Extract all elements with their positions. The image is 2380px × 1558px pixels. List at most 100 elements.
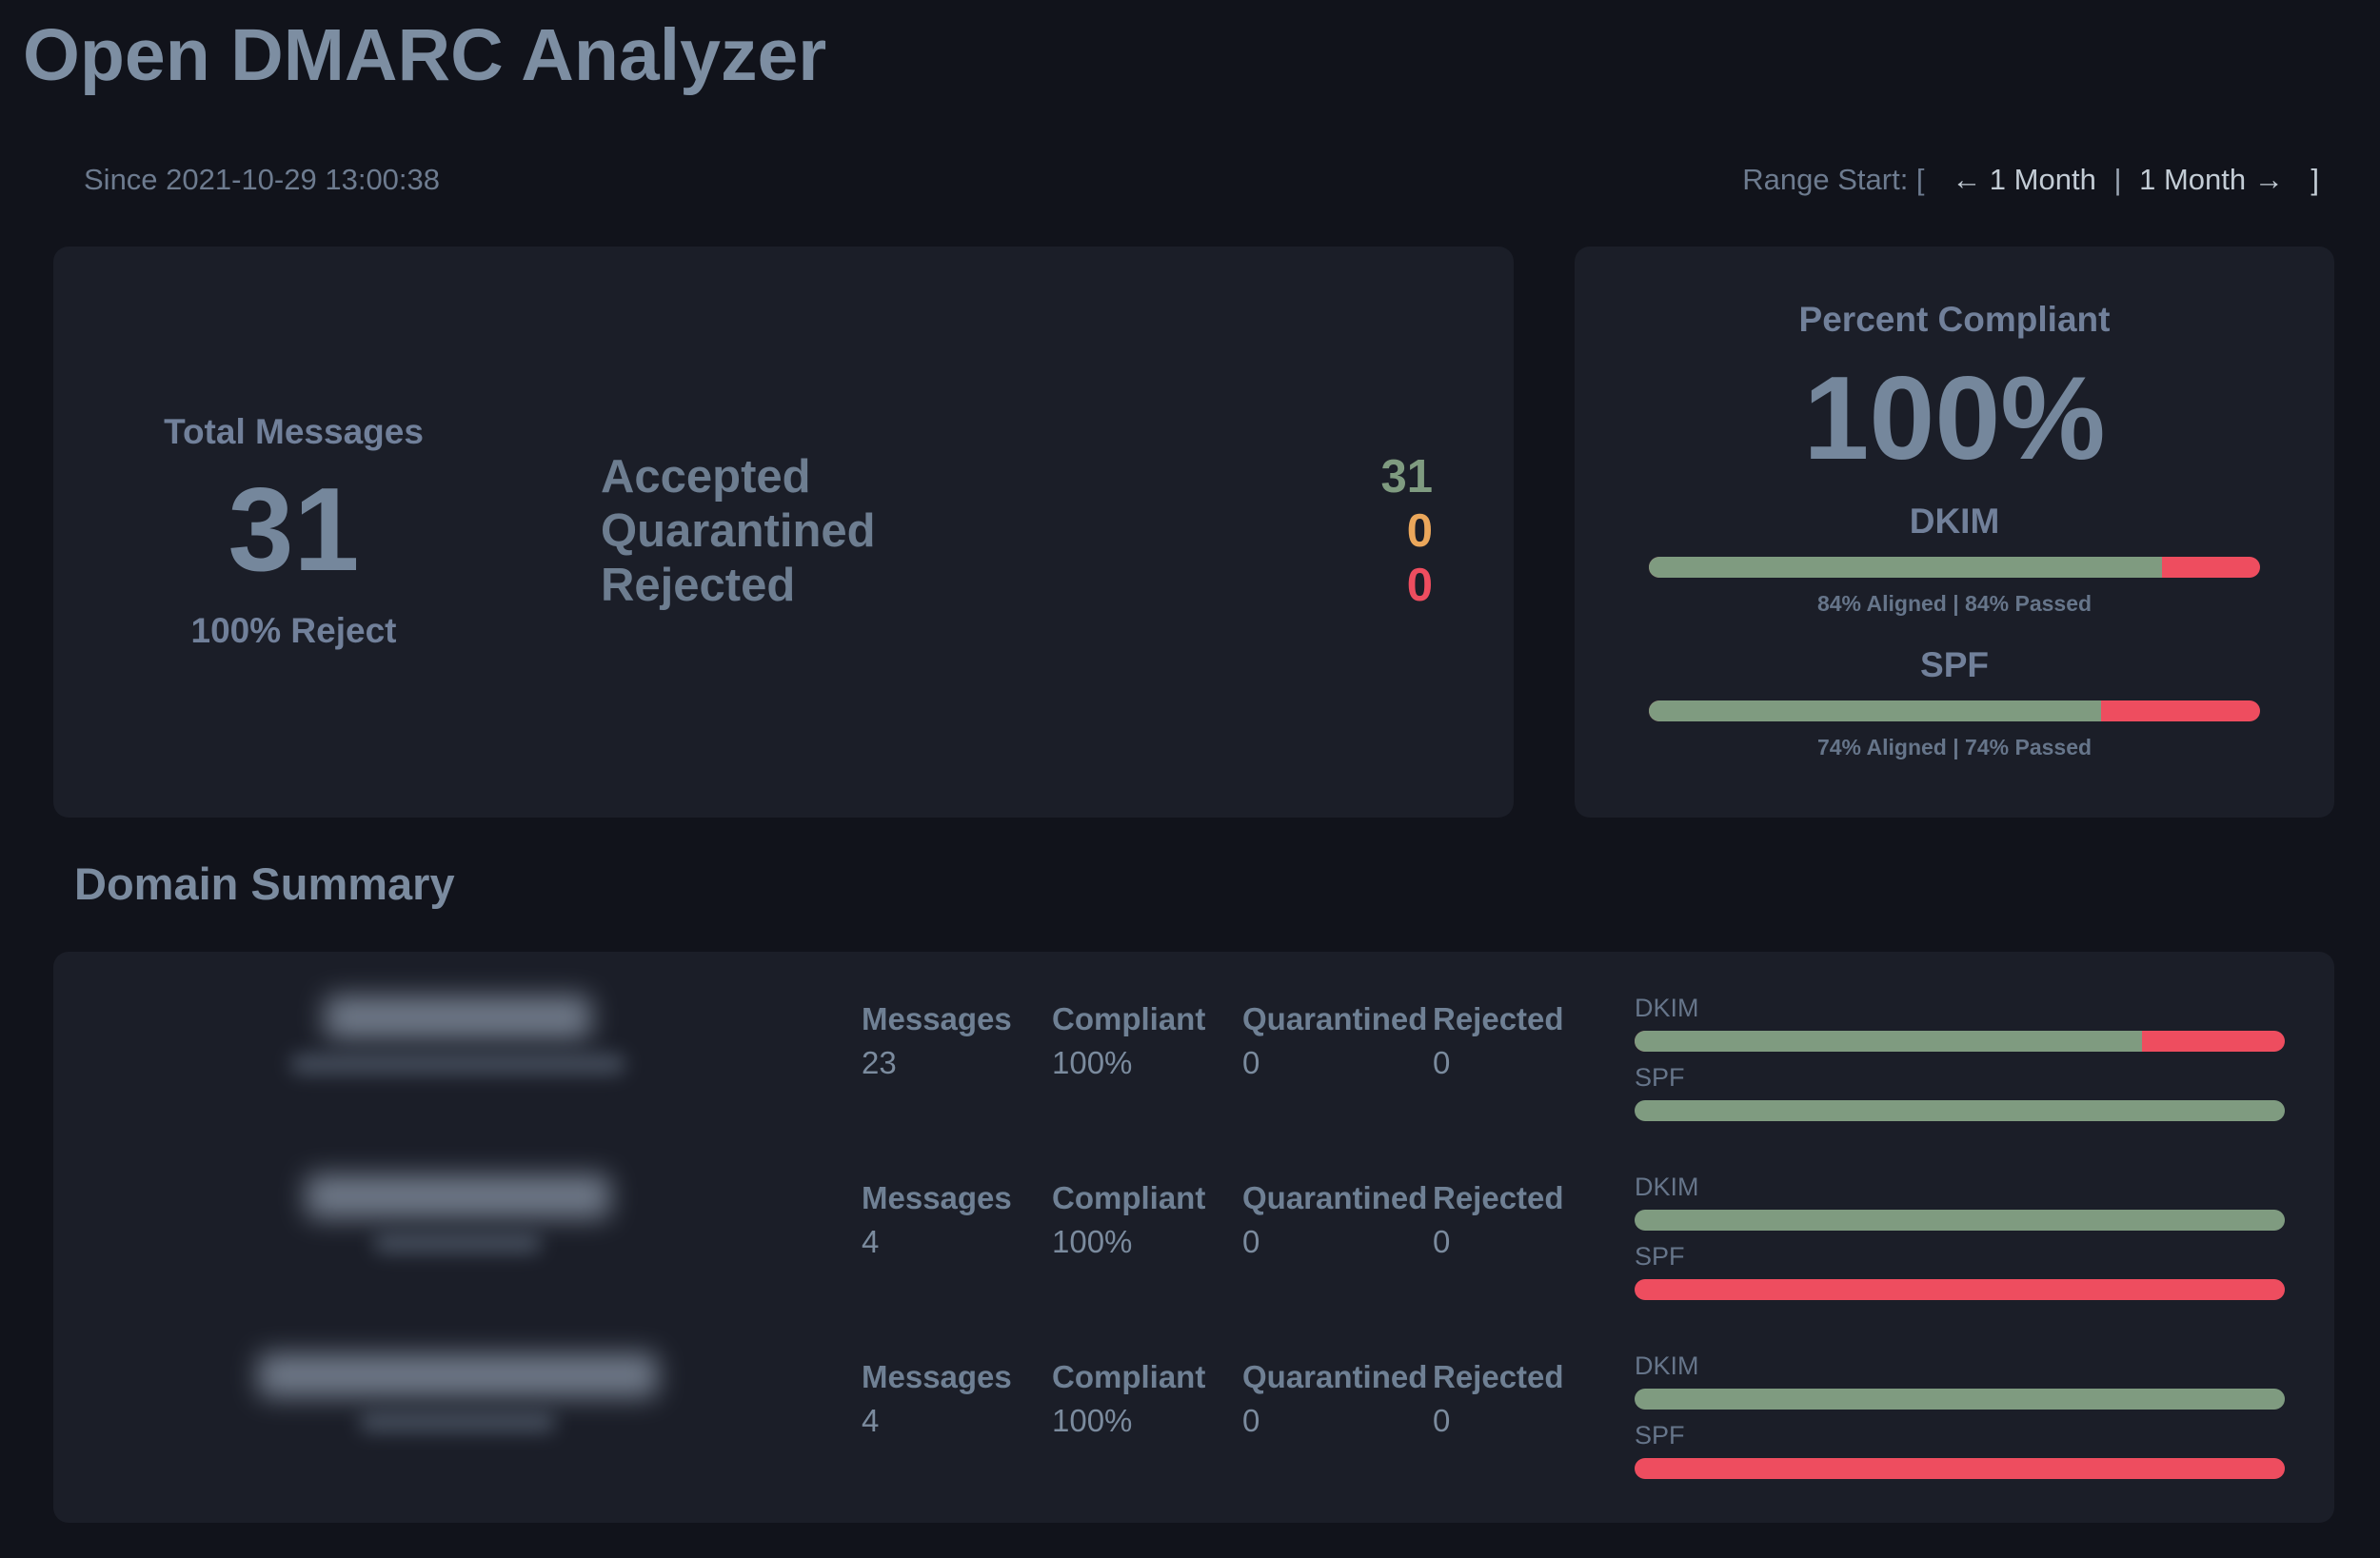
quarantined-value: 0 [1406, 505, 1433, 558]
domain-row: Messages 23 Compliant 100% Quarantined 0… [53, 969, 2285, 1148]
spf-meter-label: SPF [1920, 645, 1989, 685]
domain-bars: DKIM SPF [1635, 1351, 2285, 1490]
stat-value-rejected: 0 [1433, 1402, 1451, 1438]
total-messages-block: Total Messages 31 100% Reject [53, 412, 534, 651]
range-start-controls: Range Start: [ ← 1 Month | 1 Month → ] [1742, 163, 2319, 197]
domain-spf-fill [1635, 1099, 2285, 1121]
stat-header-messages: Messages [862, 1358, 1012, 1394]
stat-rejected: Rejected 0 [1433, 1173, 1623, 1260]
stat-value-messages: 4 [862, 1402, 880, 1438]
percent-compliant-value: 100% [1803, 352, 2106, 484]
since-timestamp: Since 2021-10-29 13:00:38 [84, 162, 441, 196]
stat-header-rejected: Rejected [1433, 1000, 1564, 1036]
top-cards-row: Total Messages 31 100% Reject Accepted 3… [53, 246, 2334, 818]
stat-value-messages: 23 [862, 1044, 897, 1080]
stat-header-messages: Messages [862, 1179, 1012, 1215]
domain-subtitle-redacted [290, 1054, 625, 1074]
domain-dkim-fill [1635, 1209, 2285, 1231]
domain-spf-label: SPF [1635, 1241, 1685, 1271]
domain-dkim-bar [1635, 1388, 2285, 1410]
stat-quarantined: Quarantined 0 [1242, 1351, 1433, 1439]
stat-header-quarantined: Quarantined [1242, 1358, 1428, 1394]
stat-header-quarantined: Quarantined [1242, 1000, 1428, 1036]
spf-meter-caption: 74% Aligned | 74% Passed [1816, 735, 2092, 760]
domain-subtitle-redacted [374, 1233, 541, 1252]
dkim-meter-label: DKIM [1909, 502, 2000, 542]
dkim-meter-fill [1649, 557, 2163, 579]
stat-header-messages: Messages [862, 1000, 1012, 1036]
domain-bars: DKIM SPF [1635, 994, 2285, 1133]
spf-meter-fill [1649, 700, 2102, 722]
stat-header-rejected: Rejected [1433, 1179, 1564, 1215]
domain-subtitle-redacted [360, 1411, 555, 1431]
stat-header-compliant: Compliant [1052, 1000, 1206, 1036]
stat-messages: Messages 23 [862, 994, 1052, 1081]
domain-dkim-fill [1635, 1030, 2142, 1052]
stat-value-rejected: 0 [1433, 1044, 1451, 1080]
domain-bars: DKIM SPF [1635, 1173, 2285, 1311]
stat-quarantined: Quarantined 0 [1242, 1173, 1433, 1260]
percent-compliant-card: Percent Compliant 100% DKIM 84% Aligned … [1575, 246, 2334, 818]
domain-name-redacted[interactable] [305, 1173, 610, 1218]
verdict-list: Accepted 31 Quarantined 0 Rejected 0 [534, 450, 1514, 613]
range-start-label: Range Start: [ [1742, 162, 1925, 196]
domain-spf-label: SPF [1635, 1420, 1685, 1450]
stat-compliant: Compliant 100% [1052, 1351, 1242, 1439]
stat-value-quarantined: 0 [1242, 1402, 1260, 1438]
subheader: Since 2021-10-29 13:00:38 Range Start: [… [84, 163, 2319, 197]
verdict-row-accepted: Accepted 31 [601, 450, 1433, 504]
domain-dkim-bar [1635, 1030, 2285, 1052]
message-overview-card: Total Messages 31 100% Reject Accepted 3… [53, 246, 1514, 818]
domain-spf-bar [1635, 1278, 2285, 1300]
domain-name-block [53, 1351, 862, 1431]
stat-header-compliant: Compliant [1052, 1179, 1206, 1215]
accepted-value: 31 [1380, 451, 1433, 503]
domain-dkim-label: DKIM [1635, 1172, 1699, 1201]
domain-spf-bar [1635, 1099, 2285, 1121]
stat-messages: Messages 4 [862, 1173, 1052, 1260]
range-close-bracket: ] [2311, 162, 2319, 196]
domain-name-block [53, 994, 862, 1074]
stat-header-compliant: Compliant [1052, 1358, 1206, 1394]
percent-compliant-title: Percent Compliant [1798, 299, 2111, 339]
stat-value-rejected: 0 [1433, 1223, 1451, 1259]
domain-name-redacted[interactable] [257, 1352, 658, 1397]
domain-dkim-fill [1635, 1388, 2285, 1410]
domain-dkim-bar [1635, 1209, 2285, 1231]
stat-compliant: Compliant 100% [1052, 994, 1242, 1081]
stat-value-quarantined: 0 [1242, 1044, 1260, 1080]
domain-name-block [53, 1173, 862, 1252]
stat-compliant: Compliant 100% [1052, 1173, 1242, 1260]
domain-row: Messages 4 Compliant 100% Quarantined 0 … [53, 1327, 2285, 1506]
domain-row: Messages 4 Compliant 100% Quarantined 0 … [53, 1148, 2285, 1327]
page-title: Open DMARC Analyzer [23, 14, 827, 96]
dkim-meter-caption: 84% Aligned | 84% Passed [1816, 591, 2092, 617]
total-messages-value: 31 [228, 464, 360, 597]
stat-value-quarantined: 0 [1242, 1223, 1260, 1259]
domain-dkim-label: DKIM [1635, 1351, 1699, 1380]
stat-value-compliant: 100% [1052, 1402, 1133, 1438]
rejected-label: Rejected [601, 560, 796, 612]
total-messages-label: Total Messages [164, 412, 424, 452]
stat-value-compliant: 100% [1052, 1044, 1133, 1080]
verdict-row-rejected: Rejected 0 [601, 559, 1433, 613]
stat-quarantined: Quarantined 0 [1242, 994, 1433, 1081]
range-next-month-link[interactable]: 1 Month → [2139, 162, 2284, 196]
policy-label: 100% Reject [190, 610, 397, 650]
accepted-label: Accepted [601, 451, 811, 503]
domain-summary-card: Messages 23 Compliant 100% Quarantined 0… [53, 951, 2334, 1523]
domain-dkim-label: DKIM [1635, 993, 1699, 1022]
stat-header-quarantined: Quarantined [1242, 1179, 1428, 1215]
stat-messages: Messages 4 [862, 1351, 1052, 1439]
stat-header-rejected: Rejected [1433, 1358, 1564, 1394]
stat-rejected: Rejected 0 [1433, 994, 1623, 1081]
rejected-value: 0 [1406, 560, 1433, 612]
stat-value-messages: 4 [862, 1223, 880, 1259]
stat-rejected: Rejected 0 [1433, 1351, 1623, 1439]
stat-value-compliant: 100% [1052, 1223, 1133, 1259]
verdict-row-quarantined: Quarantined 0 [601, 504, 1433, 559]
domain-summary-heading: Domain Summary [74, 858, 455, 909]
range-prev-month-link[interactable]: ← 1 Month [1952, 162, 2096, 196]
quarantined-label: Quarantined [601, 505, 876, 558]
domain-name-redacted[interactable] [324, 995, 591, 1039]
